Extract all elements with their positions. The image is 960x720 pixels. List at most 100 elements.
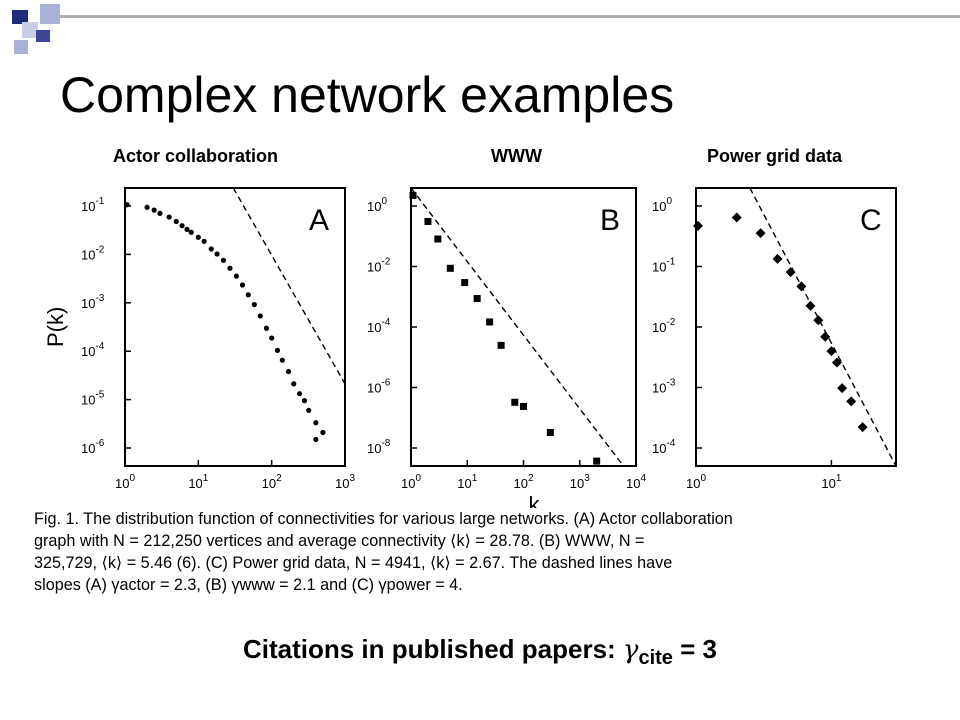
data-point	[251, 301, 257, 308]
data-point	[313, 436, 319, 443]
x-tick-label: 102	[514, 473, 534, 491]
corner-decoration	[0, 0, 120, 60]
data-point	[461, 279, 469, 287]
y-tick-label: 10-2	[652, 317, 676, 335]
x-tick-label: 102	[262, 473, 282, 491]
data-point	[285, 368, 292, 375]
caption-line: slopes (A) γactor = 2.3, (B) γwww = 2.1 …	[34, 576, 463, 594]
data-point	[208, 246, 214, 252]
data-point	[245, 292, 251, 298]
panel-letter: A	[309, 204, 329, 237]
data-point	[424, 217, 432, 225]
x-tick-label: 100	[401, 473, 421, 491]
data-point	[195, 234, 201, 240]
data-point	[693, 220, 703, 231]
x-tick-label: 103	[570, 473, 590, 491]
caption-line: Fig. 1. The distribution function of con…	[34, 510, 733, 528]
data-point	[497, 341, 505, 349]
x-tick-label: 101	[821, 473, 841, 491]
data-point	[755, 228, 766, 239]
data-point	[173, 218, 179, 225]
panel-letter: B	[600, 204, 620, 237]
data-point	[201, 238, 207, 244]
y-tick-label: 10-2	[367, 257, 391, 275]
data-point	[772, 253, 783, 264]
x-tick-label: 103	[335, 473, 355, 491]
data-point	[214, 251, 220, 257]
data-point	[151, 207, 157, 213]
figure-caption: Fig. 1. The distribution function of con…	[34, 508, 934, 596]
y-tick-label: 10-3	[81, 293, 105, 311]
y-tick-label: 10-8	[367, 438, 391, 456]
citations-prefix: Citations in published papers:	[242, 634, 623, 664]
page-title: Complex network examples	[60, 67, 675, 123]
data-point	[291, 381, 297, 387]
deco-square-light	[14, 40, 28, 54]
data-point	[301, 398, 308, 404]
data-point	[805, 300, 816, 311]
data-point	[233, 273, 239, 279]
data-point	[813, 315, 824, 326]
x-tick-label: 100	[115, 473, 135, 491]
data-point	[124, 202, 130, 208]
data-point	[837, 383, 848, 394]
y-tick-label: 10-4	[652, 438, 676, 456]
data-point	[263, 325, 270, 331]
data-point	[220, 257, 227, 263]
data-point	[227, 265, 233, 271]
y-tick-label: 100	[367, 196, 387, 214]
data-point	[257, 313, 263, 319]
deco-square-dark	[12, 10, 28, 24]
dashed-fit-line	[749, 187, 897, 467]
data-point	[446, 264, 454, 272]
y-tick-label: 10-1	[652, 257, 676, 275]
y-axis-label: P(k)	[43, 307, 68, 347]
panel-header-actor: Actor collaboration	[113, 146, 279, 166]
data-point	[593, 457, 601, 465]
data-point	[473, 295, 481, 303]
data-point	[546, 429, 554, 437]
data-point	[188, 229, 194, 235]
y-tick-label: 10-4	[81, 341, 105, 359]
y-tick-label: 10-1	[81, 196, 105, 214]
data-point	[184, 226, 190, 233]
data-point	[731, 212, 742, 223]
data-point	[520, 402, 527, 410]
x-tick-label: 101	[188, 473, 208, 491]
x-tick-label: 100	[686, 473, 706, 491]
figure-plots: A 100 101 102 103 10-1 10-2 10-3 10-4 10-5 10-6 P(k…	[43, 187, 897, 508]
data-point	[511, 398, 519, 406]
data-point	[239, 282, 246, 288]
title-divider	[60, 15, 960, 18]
y-tick-label: 10-4	[367, 317, 391, 335]
y-tick-label: 100	[652, 196, 672, 214]
dashed-fit-line	[232, 187, 346, 385]
deco-square-light	[40, 4, 60, 24]
gamma-subscript: cite	[638, 647, 673, 669]
dashed-fit-line	[410, 187, 625, 467]
data-point	[409, 191, 417, 199]
data-point	[820, 331, 831, 342]
gamma-symbol: γ	[622, 635, 639, 665]
panel-letter: C	[860, 204, 882, 237]
data-point	[274, 347, 281, 353]
data-point	[179, 223, 185, 229]
data-point	[785, 267, 796, 278]
y-tick-label: 10-3	[652, 378, 676, 396]
data-point	[832, 357, 843, 368]
y-tick-label: 10-6	[81, 438, 105, 456]
y-tick-label: 10-5	[81, 390, 105, 408]
x-tick-label: 104	[626, 473, 646, 491]
data-point	[279, 357, 285, 363]
caption-line: graph with N = 212,250 vertices and aver…	[34, 532, 645, 550]
data-point	[846, 396, 857, 407]
panel-header-power: Power grid data	[707, 146, 843, 166]
y-tick-label: 10-6	[367, 378, 391, 396]
data-point	[157, 210, 163, 216]
data-point	[857, 422, 868, 433]
panel-header-www: WWW	[491, 146, 542, 166]
data-point	[144, 204, 150, 210]
caption-line: 325,729, ⟨k⟩ = 5.46 (6). (C) Power grid …	[34, 554, 673, 572]
data-point	[826, 346, 837, 357]
deco-square-light	[22, 22, 38, 38]
